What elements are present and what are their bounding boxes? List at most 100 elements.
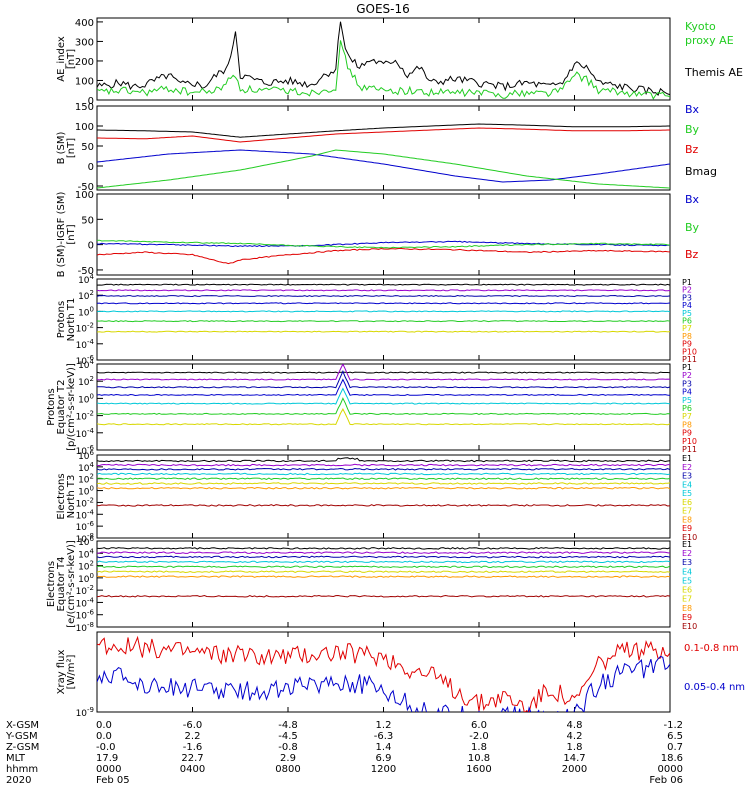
y-tick-label: 102	[78, 560, 94, 573]
y-axis-label: Equator T4	[56, 557, 67, 612]
legend-entry: P1	[682, 363, 692, 372]
series-group	[97, 239, 670, 265]
footer-value: 0000	[658, 764, 683, 775]
legend-entry: Bx	[685, 103, 700, 116]
panel-frame	[96, 363, 671, 451]
series-line-kyoto-proxy-ae	[97, 40, 670, 100]
series-line-e6	[97, 482, 670, 485]
legend-entry: P3	[682, 379, 692, 388]
footer-value: 1200	[371, 764, 396, 775]
footer-value: 1.8	[567, 742, 583, 753]
y-axis-label: [nT]	[66, 49, 77, 69]
legend-entry: E2	[682, 463, 692, 472]
legend-entry: E9	[682, 524, 692, 533]
y-tick-label: 104	[78, 547, 94, 560]
series-line-e3	[97, 555, 670, 559]
footer-value: 1600	[466, 764, 491, 775]
legend-entry: P10	[682, 437, 697, 446]
y-tick-label: 102	[78, 289, 94, 302]
footer-row-label: MLT	[6, 753, 26, 764]
series-line-by	[97, 239, 670, 249]
footer-value: 6.5	[667, 731, 683, 742]
legend-entry: P9	[682, 429, 692, 438]
series-line-p7	[97, 330, 670, 333]
panel-2: 150 100 50 0 -50 B (SM) [nT] Bx By Bz Bmag	[56, 102, 717, 193]
series-line-p5	[97, 310, 670, 313]
legend-entry: 0.1-0.8 nm	[684, 643, 739, 654]
footer-value: 0000	[96, 764, 121, 775]
y-tick-label: 0	[88, 241, 94, 252]
legend-entry: proxy AE	[685, 34, 734, 47]
legend-entry: E10	[682, 533, 697, 542]
footer-value: 4.2	[567, 731, 583, 742]
footer-value: 0.0	[96, 720, 112, 731]
y-tick-label: 300	[75, 37, 94, 48]
series-line-e5	[97, 477, 670, 480]
series-group	[97, 457, 670, 507]
legend-entry: E8	[682, 604, 692, 613]
series-line-p4	[97, 302, 670, 305]
series-line-themis-ae	[97, 21, 670, 96]
series-line-e1	[97, 457, 670, 463]
y-axis-label: [W/m²]	[66, 654, 77, 689]
series-line-e2	[97, 551, 670, 554]
footer-value: -2.0	[469, 731, 489, 742]
y-tick-label: 10-6	[76, 609, 95, 622]
footer-value: -0.8	[278, 742, 298, 753]
series-group	[97, 283, 670, 333]
plot-title: GOES-16	[356, 2, 410, 16]
legend-entry: Bx	[685, 193, 700, 206]
legend-entry: 0.05-0.4 nm	[684, 682, 745, 693]
legend-entry: P4	[682, 301, 692, 310]
footer-value: 0.0	[96, 731, 112, 742]
legend-entry: P5	[682, 396, 692, 405]
series-group	[97, 635, 670, 712]
series-line-p2	[97, 364, 670, 381]
series-line-e7	[97, 575, 670, 578]
legend-entry: P8	[682, 332, 692, 341]
y-tick-label: -50	[78, 182, 94, 193]
panel-3: 100 50 0 -50 B (SM)-IGRF (SM) [nT] Bx By Bz	[56, 190, 700, 277]
legend-entry: P4	[682, 388, 692, 397]
series-line-e2	[97, 463, 670, 467]
footer-value: -6.0	[183, 720, 203, 731]
series-group	[97, 21, 670, 100]
y-axis-label: B (SM)	[56, 131, 67, 164]
footer-row-label: Z-GSM	[6, 742, 39, 753]
series-group	[97, 547, 670, 598]
series-line-p7	[97, 408, 670, 426]
legend-entry: Themis AE	[684, 66, 743, 79]
series-line-by	[97, 149, 670, 189]
legend-entry: E7	[682, 507, 692, 516]
series-line-p1	[97, 283, 670, 286]
y-axis-label: Equator T2	[56, 380, 67, 435]
y-tick-label: 0	[88, 96, 94, 107]
y-tick-label: 10-2	[76, 584, 94, 597]
ephemeris-footer: X-GSM 0.0 -6.0 -4.8 1.2 6.0 4.8 -1.2 Y-GSM 0.0 2.2…	[5, 720, 683, 786]
legend-entry: E8	[682, 515, 692, 524]
y-axis-label: [nT]	[66, 138, 77, 158]
series-line-e3	[97, 467, 670, 471]
series-line-e9	[97, 504, 670, 507]
series-line-e4	[97, 560, 670, 564]
series-line-p2	[97, 289, 670, 292]
legend-entry: E10	[682, 622, 697, 631]
footer-value: 4.8	[567, 720, 583, 731]
legend-entry: E5	[682, 576, 692, 585]
y-axis-label: Electrons	[56, 473, 67, 519]
y-axis-label: North T3	[66, 475, 77, 519]
legend-entry: E1	[682, 540, 692, 549]
footer-date-end: Feb 06	[649, 775, 683, 786]
footer-value: -1.6	[183, 742, 203, 753]
y-axis-label: Protons	[56, 301, 67, 338]
legend-entry: E3	[682, 558, 692, 567]
footer-value: 6.9	[376, 753, 392, 764]
footer-row-label: hhmm	[6, 764, 38, 775]
y-tick-label: 100	[75, 190, 94, 201]
legend-entry: E4	[682, 567, 692, 576]
y-tick-label: 100	[75, 122, 94, 133]
footer-value: 2.2	[185, 731, 201, 742]
